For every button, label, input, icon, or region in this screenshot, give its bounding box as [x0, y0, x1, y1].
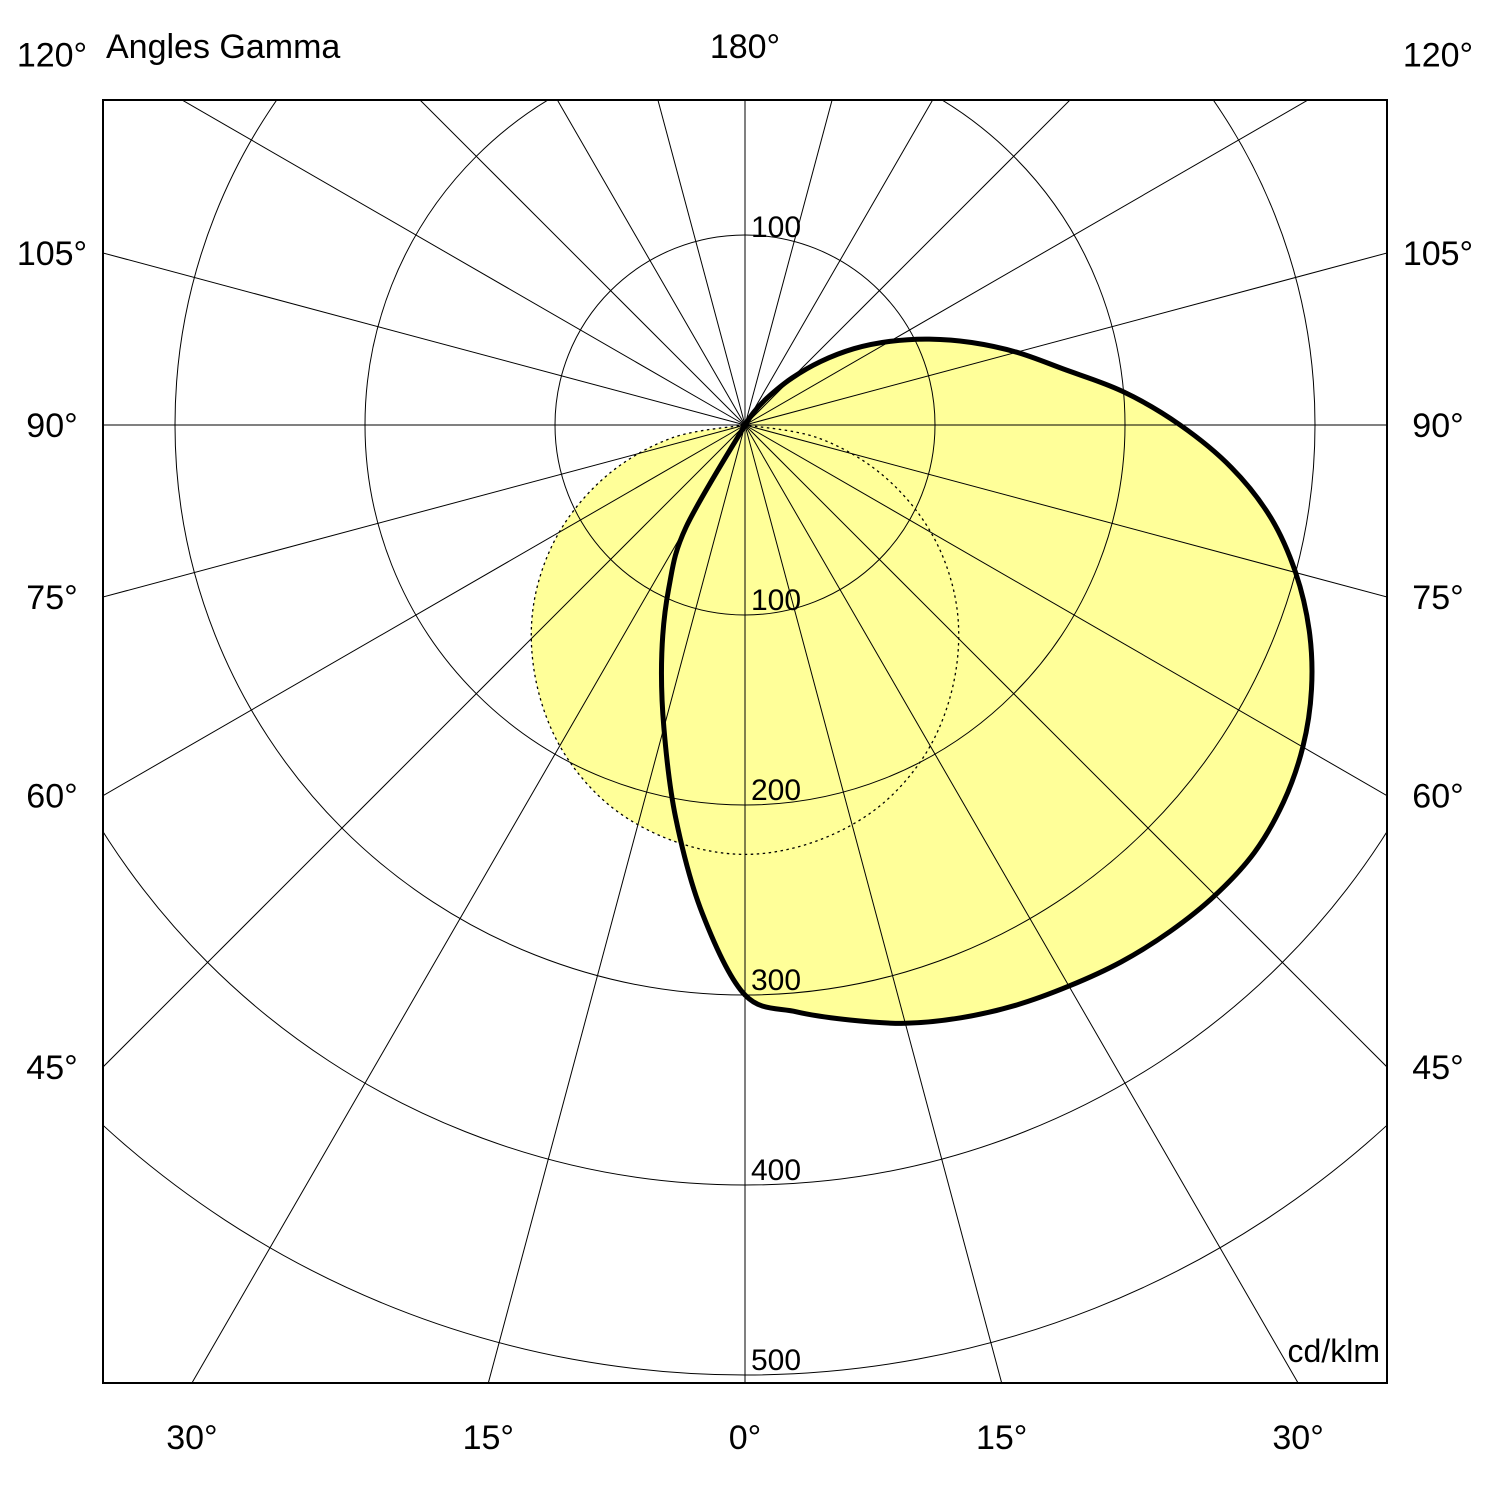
gamma-angle-label-left: 90° [26, 407, 77, 445]
chart-title: Angles Gamma [106, 28, 341, 66]
grid-radial-line [103, 424, 746, 797]
gamma-angle-label-right: 90° [1412, 407, 1463, 445]
radial-tick-label: 400 [751, 1154, 801, 1187]
grid-radial-line [181, 100, 746, 426]
grid-radial-line [744, 424, 1387, 598]
grid-radial-line [103, 424, 746, 598]
gamma-angle-label-right: 75° [1412, 579, 1463, 617]
gamma-angle-label-left: 75° [26, 579, 77, 617]
radial-tick-label: 300 [751, 964, 801, 997]
radial-units-label: cd/klm [1287, 1333, 1380, 1369]
gamma-angle-label-bottom: 30° [166, 1419, 217, 1457]
radial-tick-label: 200 [751, 774, 801, 807]
gamma-angle-label-left: 120° [17, 36, 87, 74]
grid-radial-line [744, 424, 1299, 1383]
top-gamma-angle-label: 180° [709, 28, 781, 66]
beam-fill-c0-plane [661, 339, 1312, 1024]
gamma-angle-label-right: 105° [1403, 235, 1473, 273]
grid-radial-line [744, 100, 1309, 426]
grid-radial-line [744, 424, 1003, 1383]
intensity-curve-c0-c180-solid [658, 336, 1315, 1026]
grid-radial-line [744, 100, 1071, 426]
grid-radial-line [657, 100, 746, 426]
gamma-angle-label-right: 45° [1412, 1049, 1463, 1087]
grid-radial-line [744, 100, 934, 426]
grid-radial-line [744, 424, 1387, 797]
plot-frame [102, 99, 1388, 1384]
radial-tick-label: 100 [751, 211, 801, 244]
gamma-angle-label-right: 120° [1403, 36, 1473, 74]
gamma-angle-label-left: 45° [26, 1049, 77, 1087]
gamma-angle-label-left: 105° [17, 235, 87, 273]
grid-radial-line [744, 424, 1387, 1068]
gamma-angle-label-right: 60° [1412, 778, 1463, 816]
grid-radial-line [103, 424, 746, 1068]
gamma-angle-label-bottom: 30° [1272, 1419, 1323, 1457]
grid-radial-line [744, 252, 1387, 426]
gamma-angle-label-bottom: 15° [463, 1419, 514, 1457]
radial-tick-label: 500 [751, 1344, 801, 1377]
gamma-angle-label-bottom: 0° [729, 1419, 762, 1457]
gamma-angle-label-bottom: 15° [976, 1419, 1027, 1457]
intensity-curve-c90-c270-dotted [530, 424, 960, 856]
grid-radial-line [487, 424, 746, 1383]
grid-radial-line [419, 100, 746, 426]
grid-radial-line [103, 252, 746, 426]
grid-radial-line [191, 424, 746, 1383]
radial-tick-label: 100 [751, 584, 801, 617]
grid-radial-line [556, 100, 746, 426]
grid-radial-line [744, 100, 833, 426]
gamma-angle-label-left: 60° [26, 778, 77, 816]
